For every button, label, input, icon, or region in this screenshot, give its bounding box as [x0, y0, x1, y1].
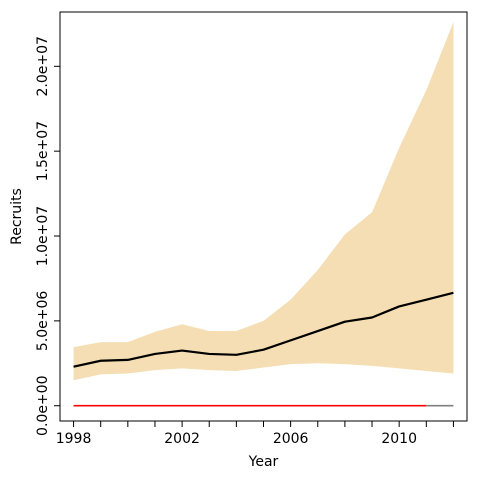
y-tick-label: 5.0e+06 [35, 291, 51, 352]
y-tick-label: 1.5e+07 [35, 121, 51, 181]
y-tick-label: 2.0e+07 [35, 36, 51, 96]
x-tick-label: 2006 [273, 431, 309, 447]
y-axis-label: Recruits [9, 188, 25, 245]
x-axis-label: Year [248, 454, 279, 470]
confidence-band [73, 22, 454, 381]
y-tick-label: 0.0e+00 [35, 376, 51, 436]
x-tick-label: 1998 [56, 431, 92, 447]
x-tick-label: 2002 [164, 431, 200, 447]
recruits-line [73, 291, 454, 368]
x-tick-label: 2010 [381, 431, 417, 447]
y-tick-label: 1.0e+07 [35, 206, 51, 266]
